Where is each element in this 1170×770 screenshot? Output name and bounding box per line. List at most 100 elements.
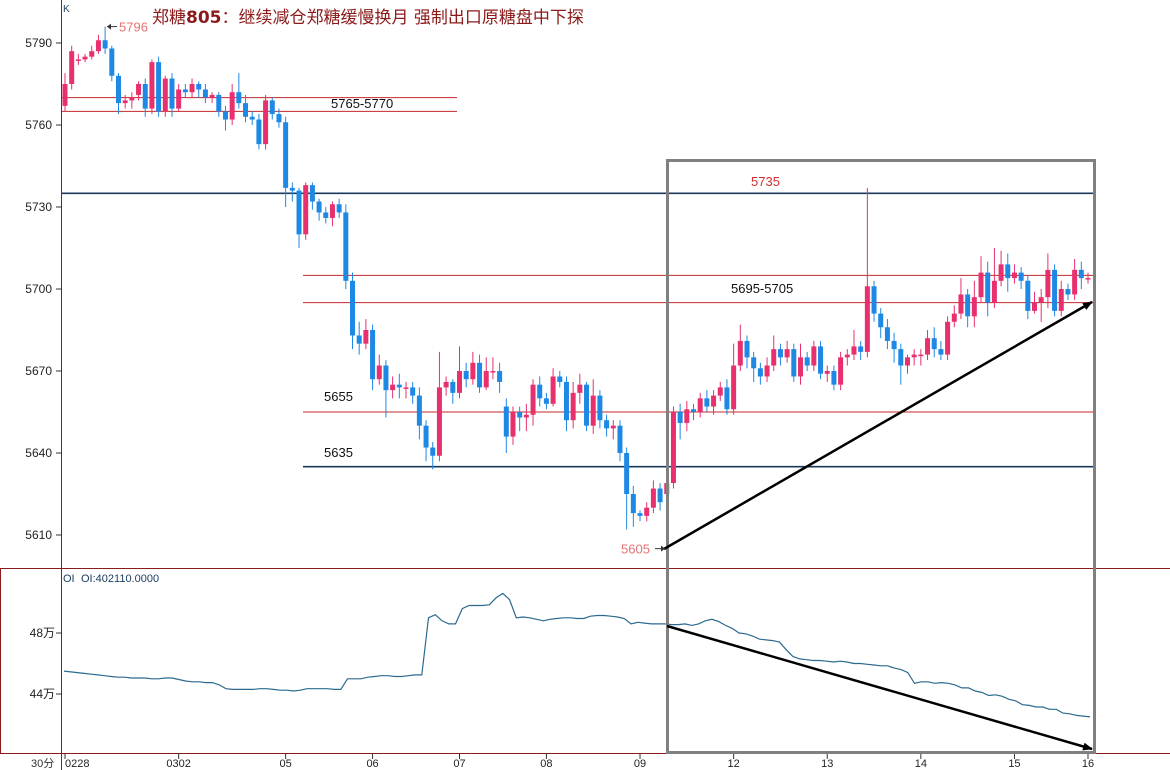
candle-body [838, 357, 844, 385]
candle-body [202, 89, 208, 98]
candle-body [316, 201, 322, 213]
candle-body [209, 94, 215, 98]
price-y-tick-label: 5700 [25, 282, 52, 296]
candle-body [1052, 269, 1058, 311]
candle-body [751, 357, 757, 369]
oi-y-axis-frame [0, 568, 62, 754]
x-tick-label: 15 [1008, 758, 1020, 770]
candle-body [610, 425, 616, 429]
candle-body [269, 100, 275, 115]
candle-body [1025, 280, 1031, 311]
x-tick-label: 05 [280, 758, 292, 770]
candle-body [122, 100, 128, 104]
candle-body [423, 425, 429, 448]
candle-body [811, 346, 817, 366]
title-rest: ：继续减仓郑糖缓慢换月 强制出口原糖盘中下探 [222, 7, 584, 28]
oi-trend-arrow [666, 624, 1093, 751]
candle-body [650, 488, 656, 508]
x-tick-label: 06 [366, 758, 378, 770]
candle-body [370, 330, 376, 380]
candle-body [971, 297, 977, 317]
candle-body [249, 116, 255, 120]
oi-y-tick-label: 48万 [30, 626, 55, 640]
price-y-tick-label: 5640 [25, 446, 52, 460]
candle-body [804, 357, 810, 366]
candle-body [443, 381, 449, 388]
low-annotation: 5605 [621, 542, 650, 557]
candle-body [136, 84, 142, 95]
candle-body [216, 94, 222, 112]
x-tick-label: 12 [728, 758, 740, 770]
candle-body [791, 349, 797, 377]
candle-body [490, 371, 496, 373]
x-tick-label: 0302 [166, 758, 190, 770]
candle-body [236, 92, 242, 104]
candle-body [978, 272, 984, 298]
candle-body [550, 376, 556, 404]
candle-body [497, 371, 503, 382]
candle-body [764, 365, 770, 377]
candle-body [951, 313, 957, 322]
candle-body [911, 354, 917, 358]
candle-body [717, 387, 723, 396]
title-prefix: 郑糖 [152, 8, 186, 28]
candle-body [390, 384, 396, 391]
level-label: 5695-5705 [731, 281, 793, 296]
candle-body [831, 371, 837, 385]
candle-body [350, 280, 356, 336]
candle-body [523, 414, 529, 418]
candle-body [998, 264, 1004, 281]
candle-body [403, 387, 409, 389]
x-tick-label: 16 [1082, 758, 1094, 770]
candle-body [156, 62, 162, 112]
price-y-tick-label: 5670 [25, 364, 52, 378]
candle-body [864, 286, 870, 352]
candle-body [383, 365, 389, 391]
level-label: 5735 [751, 174, 780, 189]
candle-body [563, 381, 569, 421]
candle-body [557, 376, 563, 382]
candle-body [918, 354, 924, 357]
candle-body [69, 51, 75, 84]
chart-title: 郑糖805：继续减仓郑糖缓慢换月 强制出口原糖盘中下探 [152, 7, 584, 28]
candle-body [483, 371, 489, 388]
candle-body [463, 371, 469, 380]
candle-body [430, 447, 436, 456]
candle-body [289, 187, 295, 191]
candle-body [189, 84, 195, 93]
candle-body [757, 368, 763, 377]
candle-body [95, 40, 101, 52]
candle-body [129, 97, 135, 101]
candle-body [82, 56, 88, 60]
candle-body [731, 365, 737, 410]
candle-body [376, 365, 382, 380]
candle-body [670, 412, 676, 484]
candle-body [256, 119, 262, 145]
candle-body [276, 114, 282, 123]
candle-body [323, 212, 329, 218]
high-marker-arrow [107, 23, 111, 30]
candle-body [925, 338, 931, 355]
candle-body [858, 346, 864, 352]
candle-body [162, 78, 168, 112]
candle-body [510, 412, 516, 437]
candle-body [1072, 269, 1078, 295]
high-annotation: 5796 [119, 20, 148, 35]
candle-body [891, 340, 897, 350]
candle-body [724, 387, 730, 410]
candle-body [196, 84, 202, 90]
candle-body [931, 338, 937, 350]
candle-body [797, 357, 803, 377]
candle-body [62, 84, 68, 106]
candle-body [109, 48, 115, 76]
highlight-box [666, 159, 1096, 754]
candle-body [884, 327, 890, 341]
candle-body [102, 40, 108, 49]
candle-body [303, 185, 309, 235]
x-tick-label: 14 [915, 758, 927, 770]
candle-body [115, 75, 121, 104]
candle-body [691, 409, 697, 412]
candle-body [771, 349, 777, 366]
level-label: 5635 [324, 445, 353, 460]
candle-body [744, 340, 750, 358]
